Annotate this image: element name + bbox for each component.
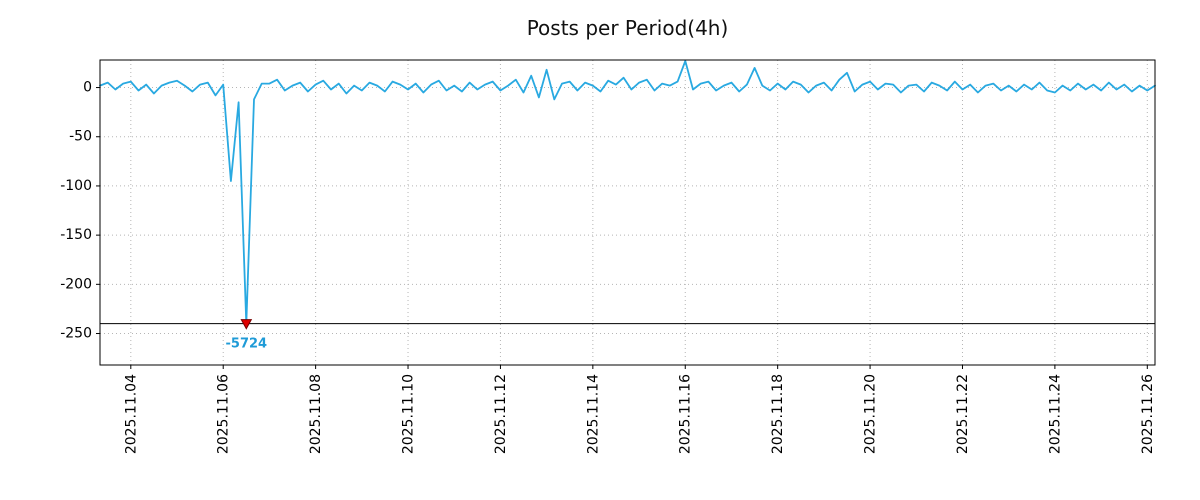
svg-text:2025.11.26: 2025.11.26 — [1140, 374, 1156, 454]
svg-text:2025.11.18: 2025.11.18 — [770, 374, 786, 454]
svg-text:2025.11.24: 2025.11.24 — [1047, 374, 1063, 454]
svg-text:2025.11.10: 2025.11.10 — [401, 374, 417, 454]
svg-text:-250: -250 — [60, 326, 92, 342]
svg-text:0: 0 — [83, 80, 92, 96]
chart-title: Posts per Period(4h) — [526, 16, 729, 40]
svg-text:2025.11.16: 2025.11.16 — [678, 374, 694, 454]
svg-text:-150: -150 — [60, 227, 92, 243]
svg-text:-50: -50 — [69, 129, 92, 145]
svg-text:2025.11.20: 2025.11.20 — [863, 374, 879, 454]
svg-text:-5724: -5724 — [226, 337, 268, 352]
svg-text:2025.11.06: 2025.11.06 — [216, 374, 232, 454]
svg-text:2025.11.12: 2025.11.12 — [493, 374, 509, 454]
svg-text:-100: -100 — [60, 178, 92, 194]
svg-text:-200: -200 — [60, 276, 92, 292]
svg-text:2025.11.08: 2025.11.08 — [308, 374, 324, 454]
svg-text:2025.11.22: 2025.11.22 — [955, 374, 971, 454]
svg-text:2025.11.14: 2025.11.14 — [585, 374, 601, 454]
svg-text:2025.11.04: 2025.11.04 — [123, 374, 139, 454]
